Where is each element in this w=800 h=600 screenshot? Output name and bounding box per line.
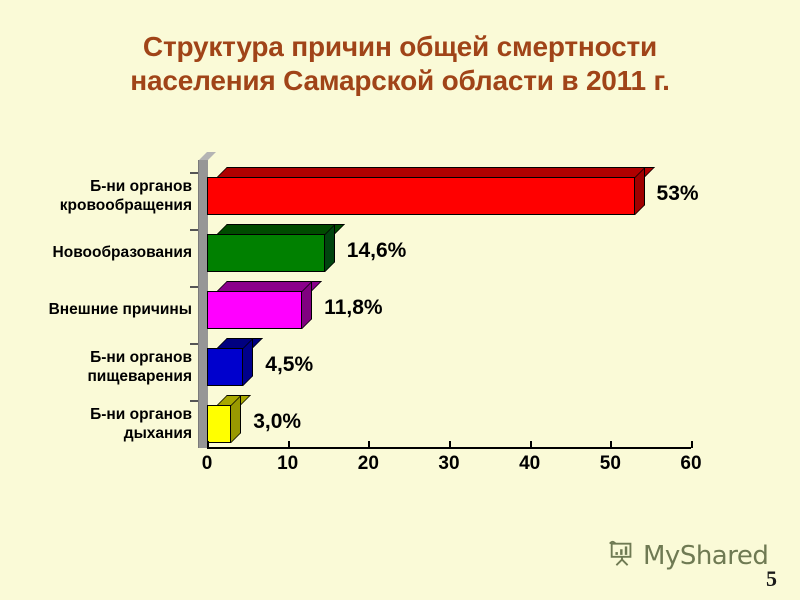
value-axis-tick [207,441,209,448]
value-axis-tick-label: 60 [680,453,702,474]
bar-value-label: 53% [656,181,699,205]
page-title-line-2: населения Самарской области в 2011 г. [130,65,670,96]
bar [207,337,264,386]
category-axis-tick [190,286,198,288]
bar-top-face [217,337,264,348]
category-label: Новообразования [0,243,192,262]
category-label-line: Внешние причины [48,301,192,318]
category-axis-tick [190,229,198,231]
value-axis-tick-label: 30 [438,453,460,474]
value-axis-tick-label: 40 [519,453,541,474]
category-axis-wall [198,160,208,448]
category-label: Б-ни органов дыхания [0,405,192,443]
presentation-board-icon [607,538,637,573]
bar-side-face [302,280,313,329]
bar-chart: 53% Б-ни органов кровообращения 14,6% Новооб… [0,150,800,500]
category-axis-tick [190,400,198,402]
plot-area: 53% Б-ни органов кровообращения 14,6% Новооб… [0,150,800,500]
bar-side-face [243,337,254,386]
bar [207,280,323,329]
value-axis-tick-label: 20 [357,453,379,474]
bar-side-face [231,394,242,443]
category-label: Внешние причины [0,300,192,319]
bar [207,166,655,215]
bar-value-label: 3,0% [253,409,302,433]
category-label-line: Б-ни органов [90,405,192,423]
value-axis-tick-label: 50 [599,453,621,474]
bar-front-face [207,176,635,215]
category-label-line: дыхания [123,424,192,442]
bar-front-face [207,404,232,443]
value-axis-tick [449,441,451,448]
page-title-line-1: Структура причин общей смертности [142,31,658,62]
category-label-line: кровообращения [59,196,192,214]
page-number: 5 [766,566,777,591]
bar-value-label: 11,8% [324,295,383,319]
category-axis-tick [190,343,198,345]
value-axis-tick [287,441,290,448]
bar-top-face [217,166,655,177]
category-label: Б-ни органов пищеварения [0,348,192,386]
category-label: Б-ни органов кровообращения [0,177,192,215]
category-label-line: Новообразования [52,244,192,261]
category-label-line: Б-ни органов [90,348,192,366]
value-axis-line [207,447,691,449]
bar-value-label: 4,5% [265,352,314,376]
value-axis-tick [529,441,532,448]
value-axis-tick [368,441,371,448]
bar [207,394,252,443]
value-axis-tick [691,441,693,448]
value-axis-tick-label: 10 [277,453,299,474]
value-axis-tick [610,441,613,448]
page-title: Структура причин общей смертности населе… [0,30,800,98]
myshared-watermark: MyShared [607,538,769,573]
bar [207,223,345,272]
bar-front-face [207,233,325,272]
bar-front-face [207,290,303,329]
category-label-line: Б-ни органов [90,177,192,195]
value-axis-tick-label: 0 [201,453,213,474]
watermark-label: MyShared [643,540,769,571]
bar-front-face [207,347,244,386]
category-axis-tick [190,172,198,174]
bar-value-label: 14,6% [346,238,407,262]
category-label-line: пищеварения [87,367,192,385]
